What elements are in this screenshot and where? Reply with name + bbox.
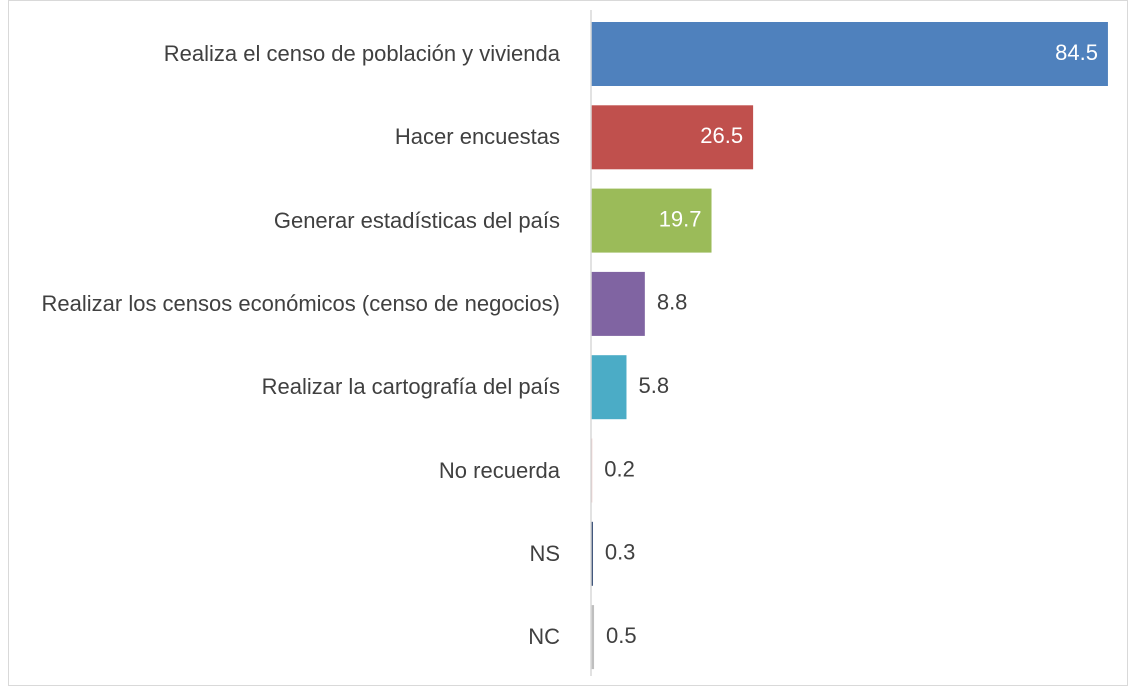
value-label: 0.5 xyxy=(606,623,637,648)
category-label: NS xyxy=(529,540,560,566)
value-label: 0.3 xyxy=(605,540,636,565)
bar xyxy=(591,605,595,670)
category-label: Realiza el censo de población y vivienda xyxy=(163,41,560,66)
bar xyxy=(591,271,645,336)
value-label: 8.8 xyxy=(657,290,688,315)
category-label: NC xyxy=(528,624,560,650)
value-label: 0.2 xyxy=(604,456,635,481)
category-label: Realizar los censos económicos (censo de… xyxy=(41,290,560,316)
bar xyxy=(591,521,593,586)
bar xyxy=(591,355,627,420)
category-label: No recuerda xyxy=(438,457,560,483)
frame xyxy=(8,0,1128,686)
bar xyxy=(591,22,1108,86)
value-label: 19.7 xyxy=(659,206,702,231)
value-label: 84.5 xyxy=(1055,40,1098,65)
value-label: 5.8 xyxy=(638,373,669,398)
value-label: 26.5 xyxy=(700,123,743,148)
bar xyxy=(591,105,754,170)
category-label: Hacer encuestas xyxy=(394,124,560,150)
category-label: Generar estadísticas del país xyxy=(273,207,560,233)
category-label: Realizar la cartografía del país xyxy=(261,374,560,400)
bar xyxy=(591,188,712,253)
